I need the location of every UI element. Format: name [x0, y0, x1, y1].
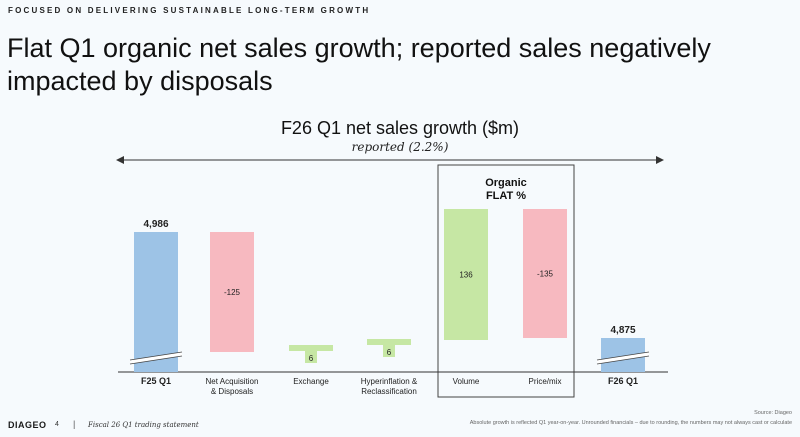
tick-label-f25-q1: F25 Q1	[141, 376, 171, 386]
page-title: Flat Q1 organic net sales growth; report…	[7, 33, 711, 96]
label-bg-hyperinflation-reclassification	[383, 345, 395, 357]
bar-volume	[444, 209, 488, 340]
tick-label-f26-q1: F26 Q1	[608, 376, 638, 386]
tick-label-hyperinflation-reclassification-line2: Reclassification	[361, 387, 417, 396]
data-label-f26-q1: 4,875	[610, 325, 635, 336]
footnote: Absolute growth is reflected Q1 year-on-…	[469, 420, 792, 426]
bar-exchange	[289, 345, 333, 351]
axis-break-line-bottom-f25-q1	[129, 355, 183, 365]
organic-box	[437, 164, 575, 398]
data-label-volume: 136	[459, 271, 473, 280]
diageo-logo: DIAGEO	[8, 420, 47, 430]
footer-separator: |	[73, 419, 76, 429]
bar-hyperinflation-reclassification	[367, 339, 411, 345]
tick-label-volume: Volume	[453, 377, 480, 386]
bar-f25-q1	[134, 232, 178, 372]
tick-label-exchange: Exchange	[293, 377, 329, 386]
source-note: Source: Diageo	[754, 410, 792, 416]
organic-box-value: FLAT %	[486, 190, 526, 202]
data-label-price-mix: -135	[537, 270, 554, 279]
tick-label-hyperinflation-reclassification-line1: Hyperinflation &	[361, 377, 418, 386]
tick-label-net-acquisition-disposals-line2: & Disposals	[211, 387, 253, 396]
label-bg-exchange	[305, 351, 317, 363]
tick-label-net-acquisition-disposals-line1: Net Acquisition	[206, 377, 259, 386]
chart-subtitle: reported (2.2%)	[351, 140, 449, 154]
axis-break-line-top-f26-q1	[596, 351, 650, 361]
axis-break-line-top-f25-q1	[129, 351, 183, 361]
bar-net-acquisition-disposals	[210, 232, 254, 352]
document-title: Fiscal 26 Q1 trading statement	[88, 421, 199, 429]
axis-break-line-bottom-f26-q1	[596, 355, 650, 365]
data-label-net-acquisition-disposals: -125	[224, 288, 241, 297]
axis-break-gap-f25-q1	[129, 352, 183, 364]
data-label-f25-q1: 4,986	[143, 219, 168, 230]
organic-box-label: Organic	[485, 177, 527, 189]
reported-arrow-right-head	[656, 156, 664, 164]
reported-arrow-left-head	[116, 156, 124, 164]
page-number: 4	[55, 421, 59, 428]
axis-break-gap-f26-q1	[596, 352, 650, 364]
section-kicker: FOCUSED ON DELIVERING SUSTAINABLE LONG-T…	[8, 6, 371, 15]
data-label-exchange: 6	[309, 354, 314, 363]
data-label-hyperinflation-reclassification: 6	[387, 348, 392, 357]
bar-price-mix	[523, 209, 567, 338]
chart-title: F26 Q1 net sales growth ($m)	[280, 118, 520, 138]
tick-label-price-mix: Price/mix	[529, 377, 562, 386]
